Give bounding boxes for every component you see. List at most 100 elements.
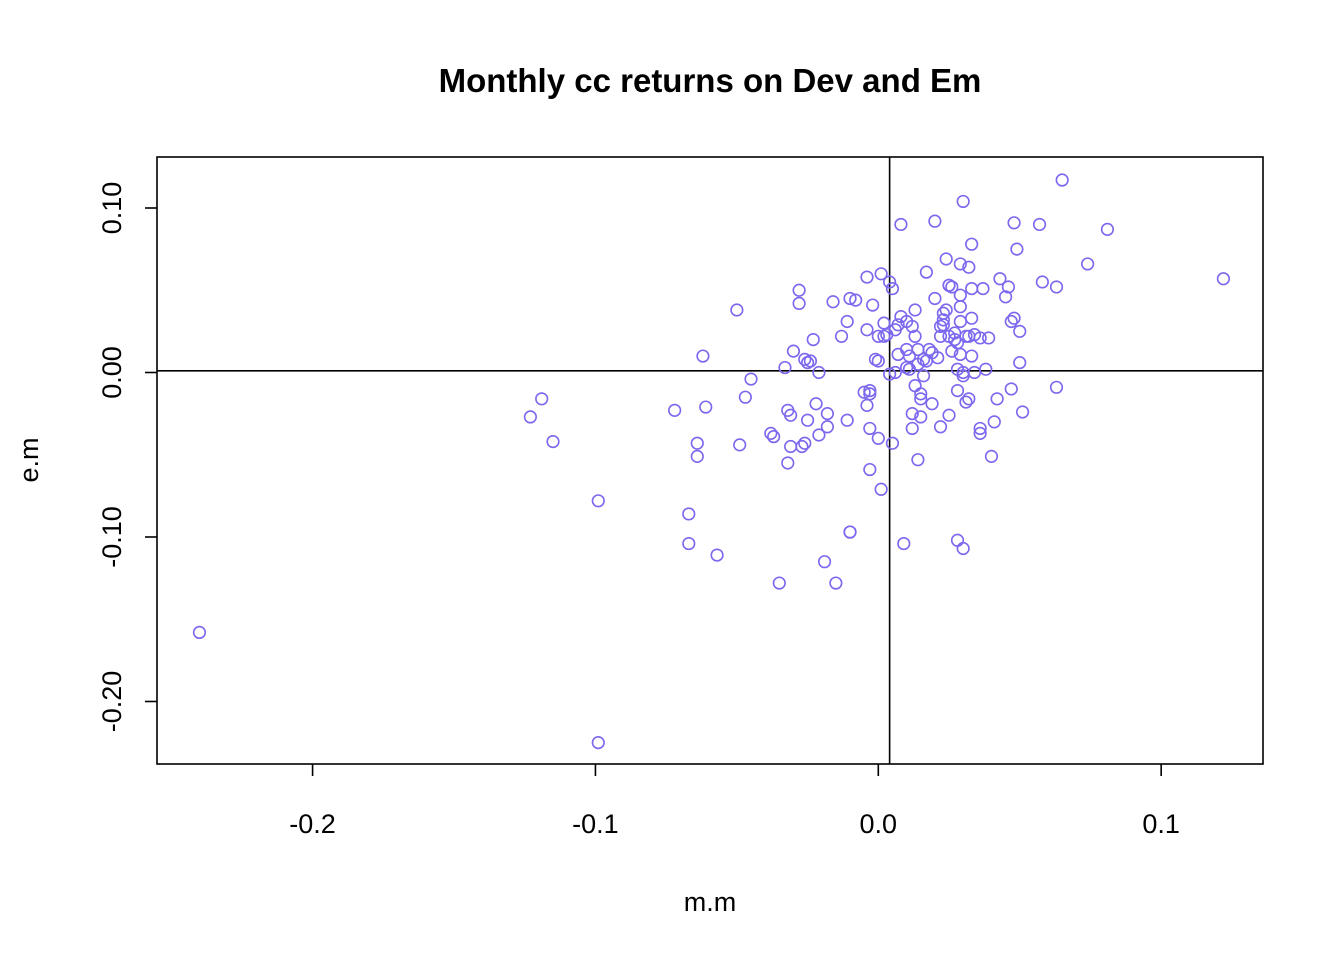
data-point [953, 314, 967, 329]
data-point [764, 426, 778, 440]
data-point [973, 421, 987, 436]
data-point [984, 449, 999, 463]
x-tick-label: 0.0 [860, 809, 898, 839]
data-point [883, 275, 897, 289]
data-point [902, 349, 917, 363]
data-point [792, 283, 806, 297]
x-tick-label: 0.1 [1142, 809, 1180, 839]
data-point [967, 365, 982, 380]
data-point [1049, 280, 1064, 294]
data-point [795, 439, 809, 454]
data-point [871, 329, 885, 343]
data-point [591, 494, 605, 508]
data-point [682, 536, 696, 551]
y-tick-label: 0.00 [97, 346, 127, 399]
data-point [939, 303, 953, 317]
data-point [860, 270, 874, 284]
data-point [979, 362, 993, 376]
chart-title: Monthly cc returns on Dev and Em [439, 62, 982, 99]
data-point [1055, 173, 1069, 187]
data-point [953, 288, 967, 302]
data-point [905, 407, 919, 421]
data-point [908, 303, 922, 317]
data-point [871, 431, 885, 445]
data-point [911, 453, 925, 467]
data-point [874, 267, 888, 281]
data-point [956, 194, 970, 209]
y-axis: -0.20 -0.10 0.00 0.10 [97, 182, 157, 733]
x-axis: -0.2 -0.1 0.0 0.1 [289, 764, 1180, 839]
data-points [192, 173, 1230, 750]
data-point [1004, 382, 1018, 396]
y-tick-label: -0.20 [97, 671, 127, 733]
data-point [784, 439, 798, 454]
data-point [535, 392, 549, 406]
data-point [826, 295, 840, 309]
data-point [812, 365, 826, 380]
data-point [965, 311, 979, 325]
data-point [860, 323, 874, 337]
data-point [786, 344, 801, 358]
data-point [192, 625, 207, 640]
data-point [914, 410, 928, 424]
data-point [738, 390, 752, 404]
data-point [733, 438, 747, 452]
data-point [973, 331, 987, 345]
data-point [914, 392, 928, 406]
data-point [1007, 311, 1021, 325]
data-point [1015, 405, 1030, 419]
data-point [803, 354, 818, 368]
data-point [834, 329, 849, 343]
data-point [916, 369, 931, 383]
data-point [690, 449, 704, 463]
data-point [1049, 380, 1064, 394]
data-point [863, 462, 877, 477]
data-point [863, 383, 877, 398]
data-point [682, 507, 696, 521]
data-point [993, 272, 1007, 286]
data-point [1100, 222, 1115, 236]
data-point [798, 352, 812, 366]
data-point [699, 400, 713, 414]
data-point [976, 281, 990, 296]
data-point [933, 420, 948, 434]
data-point [885, 436, 900, 450]
data-point [1216, 272, 1230, 286]
data-point [1007, 216, 1021, 230]
data-point [908, 379, 922, 393]
data-point [894, 217, 908, 232]
data-point [950, 533, 965, 547]
y-tick-label: -0.10 [97, 506, 127, 568]
data-point [843, 525, 857, 539]
data-point [772, 576, 786, 590]
data-point [696, 349, 710, 363]
data-point [866, 298, 880, 312]
data-point [817, 555, 832, 569]
data-point [883, 367, 897, 381]
x-axis-label: m.m [684, 887, 736, 917]
data-point [891, 347, 905, 361]
data-point [1010, 242, 1024, 256]
data-point [965, 281, 979, 296]
data-point [812, 428, 826, 442]
data-point [781, 456, 795, 470]
data-point [871, 354, 885, 368]
data-point [840, 413, 854, 427]
data-point [744, 372, 758, 386]
data-point [962, 260, 976, 274]
data-point [965, 237, 979, 251]
data-point [690, 436, 704, 450]
plot-frame [156, 156, 1264, 765]
data-point [965, 349, 979, 363]
data-point [973, 426, 987, 440]
x-tick-label: -0.2 [289, 809, 336, 839]
data-point [908, 329, 922, 343]
data-point [863, 421, 877, 436]
data-point [546, 434, 560, 449]
data-point [939, 252, 953, 266]
data-point [888, 365, 902, 380]
data-point [767, 430, 781, 444]
data-point [1032, 217, 1047, 232]
data-point [591, 736, 605, 750]
